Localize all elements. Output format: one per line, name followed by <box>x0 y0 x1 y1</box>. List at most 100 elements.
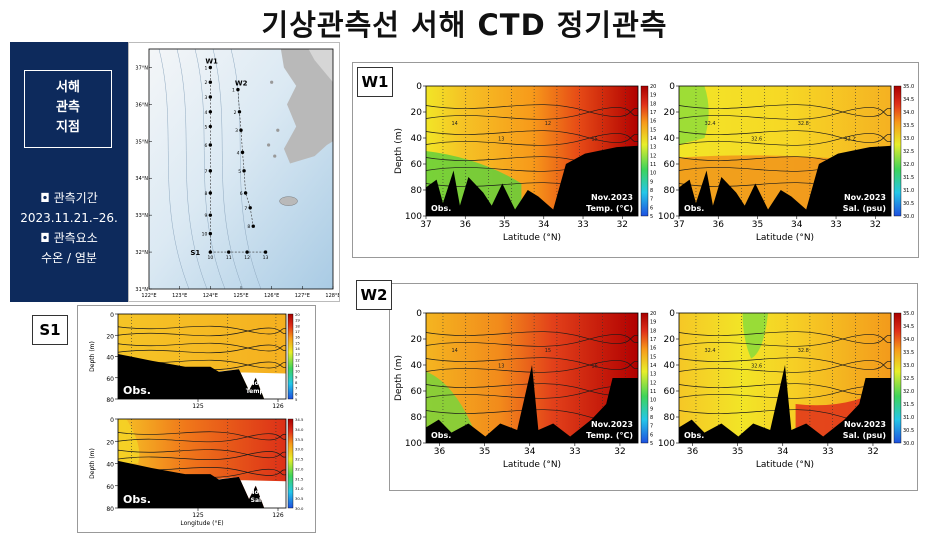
colorbar-label: 10 <box>650 398 656 404</box>
colorbar-label: 6 <box>650 205 653 211</box>
s1-station-number: 12 <box>244 255 250 261</box>
y-tick-label: 100 <box>658 439 675 449</box>
colorbar-label: 18 <box>295 323 300 328</box>
colorbar-label: 31.0 <box>903 415 914 421</box>
y-tick-label: 0 <box>110 312 114 319</box>
colorbar-label: 6 <box>650 432 653 438</box>
lon-label: 127°E <box>295 293 310 299</box>
variable-label: Temp. (°C) <box>586 431 633 440</box>
seabed <box>679 365 891 443</box>
y-tick-label: 0 <box>110 417 114 424</box>
elements-label: ◘ 관측요소 <box>40 231 98 245</box>
contour-line <box>117 451 287 460</box>
x-tick-label: 32 <box>614 447 625 457</box>
w1-temperature-section: 14 13 12 15 Obs. Nov.2023 Temp. (°C) 0 20 40 60 80 1… <box>394 82 656 243</box>
w1-station-number: 4 <box>204 110 207 116</box>
date-label: Nov.2023 <box>249 380 281 387</box>
contour-line <box>678 360 892 373</box>
y-axis-label: Depth (m) <box>394 128 404 174</box>
lon-label: 125°E <box>233 293 248 299</box>
depth-contour <box>176 48 208 290</box>
contour-label: 14 <box>451 348 457 354</box>
lat-label: 32°N <box>135 250 148 256</box>
island <box>276 128 280 132</box>
x-tick-label: 33 <box>830 220 841 230</box>
y-tick-label: 0 <box>416 309 422 319</box>
x-tick-label: 126 <box>272 403 284 410</box>
obs-label: Obs. <box>431 204 451 213</box>
w1-station <box>208 191 213 195</box>
contour-line <box>425 360 639 373</box>
w2-salinity-section: 32.4 32.6 32.8 Obs. Nov.2023 Sal. (psu) 0 20 40 6… <box>658 309 914 470</box>
colorbar-label: 31.5 <box>903 175 914 181</box>
colorbar-label: 5 <box>650 441 653 447</box>
y-tick-label: 40 <box>664 361 676 371</box>
colorbar-label: 32.0 <box>903 389 914 395</box>
lon-label: 122°E <box>141 293 156 299</box>
seabed <box>118 353 265 399</box>
contour-line <box>425 334 639 347</box>
plot-frame <box>425 85 639 217</box>
colorbar-label: 9 <box>295 374 298 379</box>
colorbar-label: 33.0 <box>295 447 304 452</box>
y-axis-label: Depth (m) <box>89 341 96 372</box>
lon-label: 123°E <box>172 293 187 299</box>
w2-station <box>239 128 243 132</box>
depth-contour <box>230 48 262 290</box>
korean-peninsula <box>280 49 333 164</box>
seabed <box>426 145 638 216</box>
island <box>270 80 274 84</box>
w2-station-number: 5 <box>238 169 241 175</box>
seabed <box>118 460 265 508</box>
x-tick-label: 35 <box>752 220 763 230</box>
y-tick-label: 40 <box>411 134 423 144</box>
x-tick-label: 125 <box>192 403 204 410</box>
colorbar-label: 12 <box>650 380 656 386</box>
contour-line <box>117 342 287 352</box>
x-tick-label: 126 <box>272 512 284 519</box>
colorbar <box>893 312 902 444</box>
colorbar-label: 5 <box>295 397 298 402</box>
w2-station <box>248 206 252 210</box>
contour-line <box>425 104 639 117</box>
colorbar-label: 18 <box>650 328 656 334</box>
w1-station <box>208 65 213 70</box>
x-tick-label: 32 <box>617 220 628 230</box>
date-label: Nov.2023 <box>591 193 633 202</box>
contour-label: 14 <box>451 121 457 127</box>
colorbar-label: 16 <box>650 346 656 352</box>
y-tick-label: 40 <box>411 361 423 371</box>
colorbar-label: 20 <box>295 312 300 317</box>
x-tick-label: 36 <box>713 220 725 230</box>
plot-frame <box>678 85 892 217</box>
colorbar <box>640 312 649 444</box>
x-axis-label: Latitude (°N) <box>756 460 814 470</box>
colorbar-label: 14 <box>650 136 656 142</box>
s1-station-number: 11 <box>226 255 232 261</box>
lat-label: 31°N <box>135 287 148 293</box>
station-box-line-1: 서해 <box>56 80 80 95</box>
depth-contour <box>212 48 244 290</box>
s1-station <box>263 250 268 254</box>
fresh-water-pocket <box>679 86 709 145</box>
fresh-water-pocket <box>118 419 140 464</box>
land-shading <box>308 49 333 83</box>
obs-label: Obs. <box>684 431 704 440</box>
y-tick-label: 40 <box>664 134 676 144</box>
w1-station <box>208 124 213 129</box>
w2-station-number: 4 <box>237 150 240 156</box>
seabed <box>679 145 891 216</box>
x-tick-label: 34 <box>524 447 536 457</box>
colorbar-label: 8 <box>650 188 653 194</box>
elements-value: 수온 / 염분 <box>41 251 97 265</box>
x-axis-label: Longitude (°E) <box>180 520 223 527</box>
colorbar-label: 20 <box>650 84 656 90</box>
w2-tag: W2 <box>356 280 392 310</box>
s1-line-label: S1 <box>190 249 200 257</box>
w2-station-number: 3 <box>235 128 238 134</box>
y-tick-label: 20 <box>664 335 676 345</box>
depth-contour <box>158 48 190 290</box>
no-data-area <box>215 369 286 399</box>
colorbar-label: 33.5 <box>903 123 914 129</box>
